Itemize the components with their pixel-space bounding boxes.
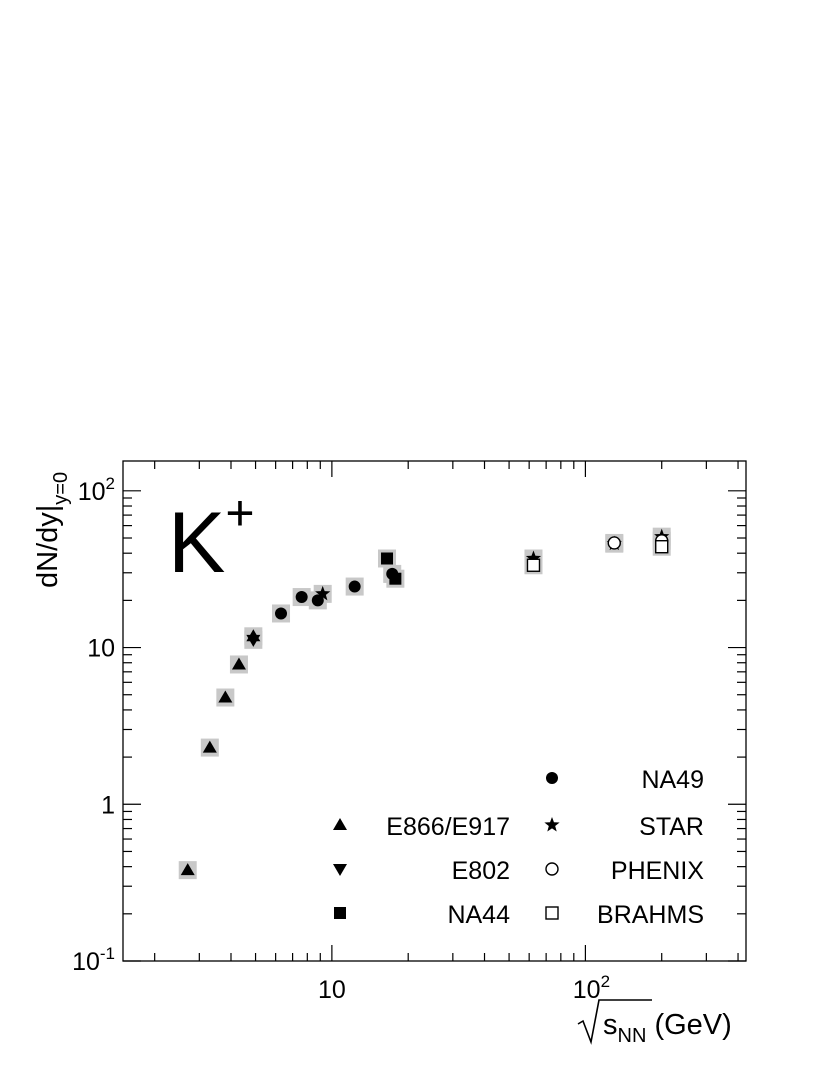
legend-marker-star: [544, 817, 560, 832]
legend-marker-na44: [334, 907, 346, 919]
legend: NA49 E866/E917 STAR E802 PHENIX NA44 BRAHMS: [333, 766, 704, 929]
point-na49: [295, 591, 308, 604]
particle-symbol: K: [168, 495, 225, 591]
legend-label-phenix: PHENIX: [611, 857, 704, 885]
plot-frame: [122, 460, 747, 962]
axis-ticks: [123, 461, 746, 962]
point-na49: [348, 580, 361, 593]
point-star: [525, 550, 542, 565]
y-axis-label-sub: y=0: [50, 472, 72, 505]
legend-label-e802: E802: [452, 857, 510, 885]
legend-label-na49: NA49: [641, 766, 704, 794]
point-e866-e917: [231, 657, 246, 670]
point-na49: [386, 567, 399, 580]
legend-label-na44: NA44: [447, 901, 510, 929]
y-axis-label-main: dN/dy|: [32, 505, 64, 588]
point-e866-e917: [218, 690, 233, 703]
legend-label-e866-e917: E866/E917: [386, 813, 510, 841]
point-e866-e917: [180, 863, 195, 876]
particle-annotation: K+: [168, 485, 255, 591]
x-axis-label-main: s: [603, 1009, 618, 1041]
x-tick-label: 102: [573, 972, 610, 1004]
x-axis-label-unit: (GeV): [646, 1009, 731, 1041]
legend-marker-e866-e917: [333, 818, 347, 830]
y-tick-label: 10-1: [72, 944, 115, 976]
particle-charge: +: [225, 485, 254, 541]
x-axis-label-sub: NN: [618, 1025, 647, 1047]
y-tick-label: 10: [87, 635, 115, 663]
point-na44: [381, 552, 394, 565]
x-axis-label: sNN (GeV): [577, 999, 732, 1047]
legend-marker-na49: [546, 772, 558, 784]
x-tick-label: 10: [318, 976, 346, 1004]
point-brahms: [526, 558, 541, 572]
legend-marker-brahms: [545, 906, 559, 920]
point-phenix: [607, 536, 621, 550]
svg-text:sNN (GeV): sNN (GeV): [603, 1009, 732, 1047]
y-tick-label: 102: [78, 474, 115, 506]
y-axis-label: dN/dy|y=0: [32, 472, 72, 588]
legend-label-star: STAR: [639, 813, 704, 841]
sqrt-radical: [577, 999, 652, 1045]
legend-marker-phenix: [545, 862, 559, 876]
point-na49: [275, 607, 288, 620]
legend-marker-e802: [333, 864, 347, 876]
legend-label-brahms: BRAHMS: [597, 901, 704, 929]
tick-labels: 10 102 10-1 1 10 102: [72, 474, 610, 1004]
point-e866-e917: [202, 740, 217, 753]
point-star: [315, 585, 331, 601]
y-tick-label: 1: [101, 791, 115, 819]
point-brahms: [655, 540, 669, 554]
data-points: [180, 528, 670, 876]
point-e802: [246, 634, 261, 647]
